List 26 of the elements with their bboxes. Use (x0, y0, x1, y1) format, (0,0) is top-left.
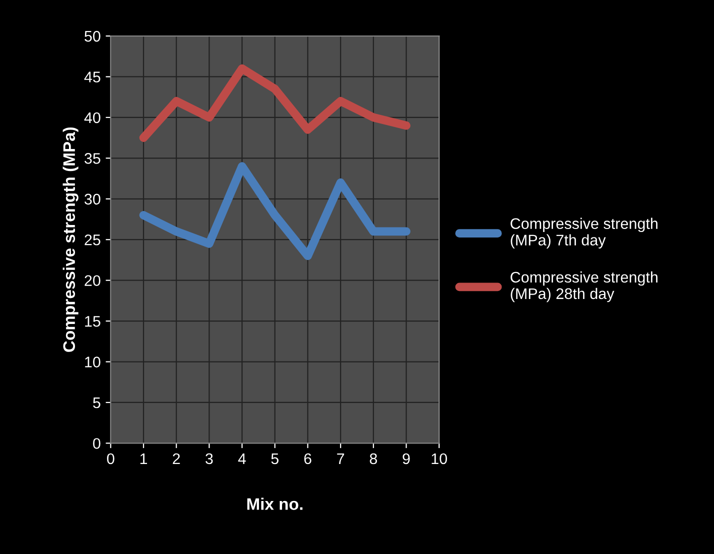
x-axis-title: Mix no. (247, 498, 302, 510)
y-tick-label: 45 (84, 72, 100, 82)
legend-label: Compressive strength (MPa) 28th day (510, 271, 658, 302)
x-tick-label: 3 (206, 453, 213, 464)
y-tick-label: 15 (85, 316, 100, 327)
x-tick-label: 0 (107, 453, 114, 464)
x-tick-label: 2 (172, 453, 180, 464)
x-tick-label: 10 (432, 453, 448, 464)
y-axis-title: Compressive strength (MPa) (62, 127, 78, 352)
y-tick-label: 40 (84, 112, 100, 124)
x-tick-label: 9 (402, 453, 410, 464)
y-tick-label: 25 (84, 234, 100, 246)
x-tick-label: 7 (337, 453, 344, 464)
x-tick-label: 5 (271, 453, 278, 464)
y-tick-label: 5 (93, 398, 100, 408)
x-tick-label: 1 (140, 453, 148, 464)
legend-label: Compressive strength (MPa) 7th day (510, 218, 658, 249)
x-tick-label: 4 (238, 453, 246, 464)
y-tick-label: 0 (93, 438, 100, 449)
y-tick-label: 50 (84, 30, 100, 42)
x-tick-label: 6 (304, 453, 312, 464)
x-tick-label: 8 (370, 453, 378, 464)
y-tick-label: 35 (84, 153, 100, 164)
y-tick-label: 20 (84, 275, 100, 286)
y-tick-label: 10 (85, 356, 100, 368)
y-tick-label: 30 (84, 194, 100, 205)
